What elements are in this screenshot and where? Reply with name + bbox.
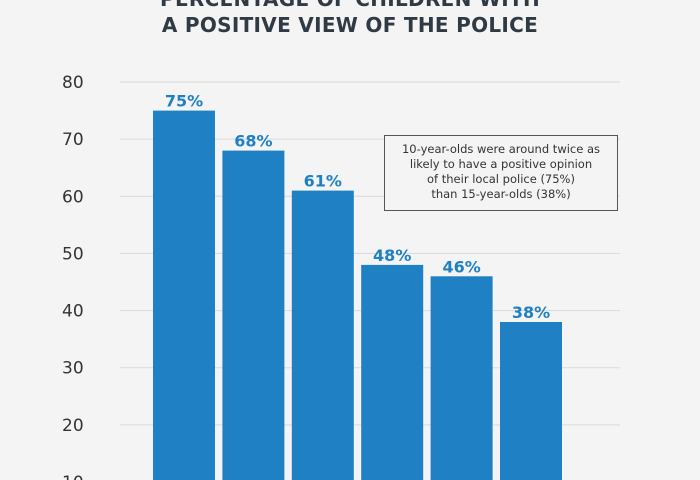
bar-5 xyxy=(430,276,493,480)
y-tick-label: 30 xyxy=(62,359,84,379)
chart-title-line-1: PERCENTAGE OF CHILDREN WITH xyxy=(0,0,700,11)
bar-6 xyxy=(500,322,562,480)
annotation-line-4: than 15-year-olds (38%) xyxy=(431,187,571,201)
data-label-1: 75% xyxy=(165,92,203,111)
annotation-line-1: 10-year-olds were around twice as xyxy=(401,142,601,156)
y-tick-label: 40 xyxy=(62,302,84,322)
data-label-4: 48% xyxy=(373,246,411,265)
y-tick-label: 20 xyxy=(62,416,84,436)
data-label-6: 38% xyxy=(512,303,550,322)
annotation-line-3: of their local police (75%) xyxy=(427,172,575,186)
annotation-line-2: likely to have a positive opinion xyxy=(409,157,593,171)
bar-2 xyxy=(222,150,285,480)
y-tick-label: 70 xyxy=(62,130,84,150)
y-tick-label: 60 xyxy=(62,187,84,207)
data-label-2: 68% xyxy=(234,132,272,151)
bar-1 xyxy=(153,110,215,480)
chart-title-line-2: A POSITIVE VIEW OF THE POLICE xyxy=(161,13,539,37)
annotation-box: 10-year-olds were around twice as likely… xyxy=(384,135,618,211)
bar-3 xyxy=(291,190,354,480)
bar-4 xyxy=(361,264,424,480)
data-label-3: 61% xyxy=(304,172,342,191)
y-tick-label: 50 xyxy=(62,244,84,264)
y-tick-label: 80 xyxy=(62,73,84,93)
data-label-5: 46% xyxy=(442,257,480,276)
y-tick-label: 10 xyxy=(62,473,84,480)
